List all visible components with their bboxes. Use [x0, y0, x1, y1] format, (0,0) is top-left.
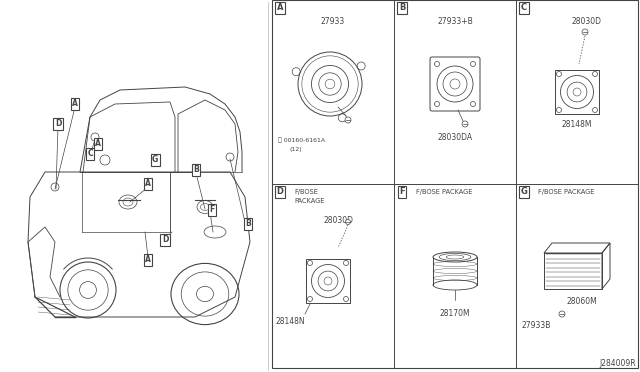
Text: A: A — [145, 180, 151, 189]
Text: B: B — [193, 166, 199, 174]
Text: 28030DA: 28030DA — [437, 133, 472, 142]
Text: (12): (12) — [290, 147, 303, 152]
Text: A: A — [95, 140, 101, 148]
Ellipse shape — [433, 252, 477, 262]
Text: F/BOSE: F/BOSE — [294, 189, 318, 195]
Circle shape — [559, 311, 565, 317]
Text: F/BOSE PACKAGE: F/BOSE PACKAGE — [538, 189, 595, 195]
Text: C: C — [87, 150, 93, 158]
Text: 28148N: 28148N — [275, 317, 305, 326]
Text: C: C — [521, 3, 527, 13]
Text: G: G — [152, 155, 158, 164]
Text: D: D — [276, 187, 284, 196]
Bar — [272, 0, 638, 368]
Text: A: A — [276, 3, 284, 13]
Text: G: G — [520, 187, 527, 196]
Text: A: A — [72, 99, 78, 109]
Text: 28170M: 28170M — [440, 309, 470, 318]
Circle shape — [346, 219, 351, 224]
Text: PACKAGE: PACKAGE — [294, 198, 324, 204]
Text: 27933+B: 27933+B — [437, 17, 473, 26]
Text: F: F — [209, 205, 214, 215]
Text: 28060M: 28060M — [566, 297, 597, 306]
Text: Ⓢ 00160-6161A: Ⓢ 00160-6161A — [278, 137, 325, 143]
Text: B: B — [245, 219, 251, 228]
Circle shape — [462, 121, 468, 127]
Text: 28148M: 28148M — [562, 120, 592, 129]
Text: J284009R: J284009R — [600, 359, 636, 368]
Bar — [544, 253, 602, 289]
Circle shape — [345, 117, 351, 123]
Text: 27933B: 27933B — [521, 321, 550, 330]
Text: 28030D: 28030D — [323, 216, 353, 225]
Text: 27933: 27933 — [321, 17, 345, 26]
Text: D: D — [55, 119, 61, 128]
Circle shape — [582, 29, 588, 35]
Text: F: F — [399, 187, 405, 196]
Text: F/BOSE PACKAGE: F/BOSE PACKAGE — [416, 189, 472, 195]
Bar — [555, 70, 599, 114]
Text: 28030D: 28030D — [572, 17, 602, 26]
Text: D: D — [162, 235, 168, 244]
Text: B: B — [399, 3, 405, 13]
Text: A: A — [145, 256, 151, 264]
Bar — [306, 259, 350, 303]
